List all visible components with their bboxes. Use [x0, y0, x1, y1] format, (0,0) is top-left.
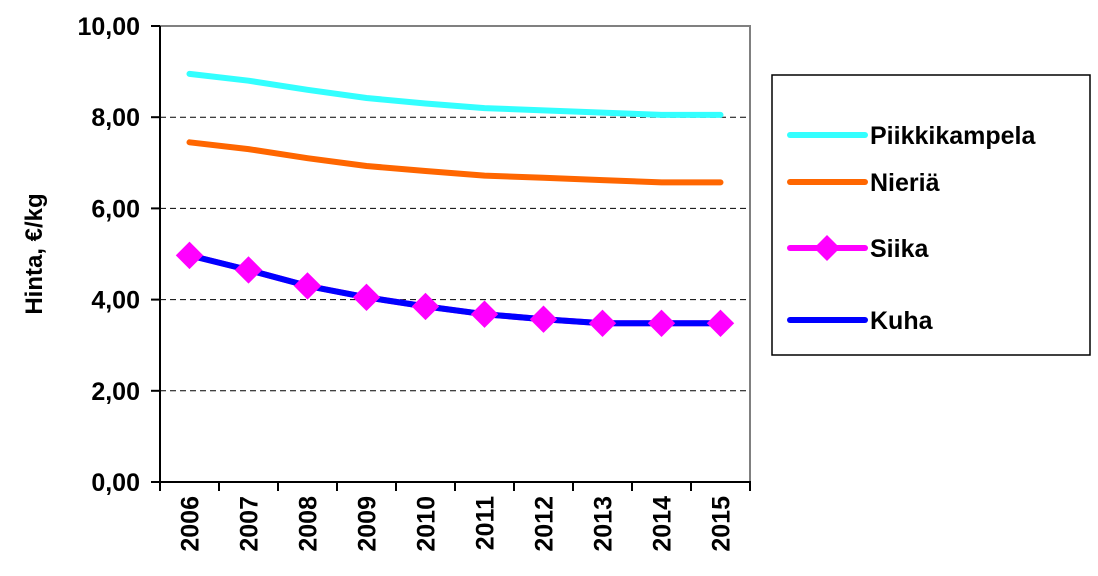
data-point-siika	[706, 309, 735, 338]
data-point-siika	[470, 300, 499, 328]
x-tick-label: 2008	[295, 496, 323, 552]
series-line-nieriä	[186, 139, 724, 186]
plot-area-border	[159, 25, 751, 482]
y-tick-label: 2,00	[91, 378, 140, 406]
data-point-siika	[352, 283, 381, 312]
data-point-siika	[647, 309, 676, 338]
data-point-siika	[588, 309, 617, 338]
y-tick-label: 6,00	[91, 195, 140, 223]
x-tick-label: 2007	[236, 496, 264, 552]
series-line-piikkikampela	[186, 70, 724, 118]
gridlines	[160, 116, 750, 392]
x-tick-label: 2012	[531, 496, 559, 552]
y-tick-label: 10,00	[77, 13, 140, 41]
legend-box	[771, 74, 1091, 356]
series-lines	[186, 70, 724, 327]
data-point-siika	[293, 272, 322, 300]
data-point-siika	[411, 292, 440, 321]
legend-label-piikkikampela: Piikkikampela	[870, 122, 1036, 150]
series-markers	[175, 241, 735, 338]
legend-marker-siika	[814, 235, 840, 261]
legend: Piikkikampela Nieriä Siika Kuha	[771, 74, 1091, 356]
x-tick-label: 2015	[708, 496, 736, 552]
x-tick-label: 2006	[177, 496, 205, 552]
y-axis-title: Hinta, €/kg	[21, 193, 48, 314]
y-tick-label: 4,00	[91, 287, 140, 315]
series-line-kuha	[186, 252, 724, 327]
x-tick-label: 2013	[590, 496, 618, 552]
x-tick-label: 2011	[472, 496, 500, 550]
legend-label-nieriä: Nieriä	[870, 169, 940, 197]
y-tick-label: 0,00	[91, 469, 140, 497]
axes: 0,00 2,00 4,00 6,00 8,00 10,00 2006 2007 2008 200…	[77, 13, 751, 552]
y-tick-label: 8,00	[91, 104, 140, 132]
x-tick-label: 2014	[649, 496, 677, 552]
data-point-siika	[234, 256, 263, 284]
legend-label-siika: Siika	[870, 235, 929, 263]
x-tick-label: 2010	[413, 496, 441, 552]
data-point-siika	[175, 241, 204, 270]
data-point-siika	[529, 305, 558, 333]
legend-label-kuha: Kuha	[870, 307, 934, 335]
x-tick-label: 2009	[354, 496, 382, 552]
